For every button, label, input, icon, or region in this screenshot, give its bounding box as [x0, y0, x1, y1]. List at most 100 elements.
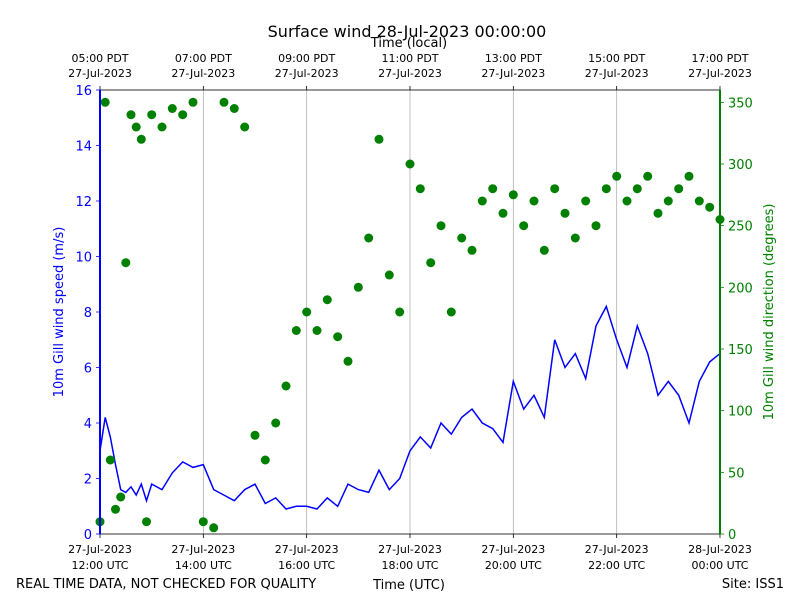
wind-direction-point	[229, 104, 239, 113]
wind-direction-point	[240, 122, 250, 132]
wind-direction-point	[477, 196, 487, 206]
wind-direction-point	[302, 307, 312, 317]
wind-direction-point	[405, 159, 415, 169]
wind-direction-point	[147, 110, 157, 120]
wind-direction-point	[674, 184, 684, 194]
wind-direction-point	[395, 307, 405, 317]
wind-direction-point	[622, 196, 632, 206]
wind-direction-series	[95, 97, 725, 533]
wind-direction-point	[322, 295, 332, 305]
bottom-tick-date: 27-Jul-2023	[171, 543, 235, 556]
wind-direction-point	[570, 233, 580, 243]
top-tick-date: 27-Jul-2023	[481, 67, 545, 80]
wind-direction-point	[446, 307, 456, 317]
top-tick-date: 27-Jul-2023	[275, 67, 339, 80]
wind-direction-point	[519, 221, 529, 231]
wind-direction-point	[643, 171, 653, 181]
left-tick-label: 6	[84, 362, 92, 377]
wind-direction-point	[632, 184, 642, 194]
wind-direction-point	[291, 326, 301, 335]
wind-direction-point	[167, 104, 177, 113]
wind-direction-point	[198, 517, 208, 527]
right-tick-label: 0	[728, 528, 736, 543]
left-tick-label: 10	[75, 251, 92, 266]
wind-direction-point	[488, 184, 498, 194]
wind-direction-point	[111, 504, 120, 514]
top-tick-date: 27-Jul-2023	[585, 67, 649, 80]
wind-direction-point	[353, 282, 363, 292]
top-tick-date: 27-Jul-2023	[68, 67, 132, 80]
wind-direction-point	[250, 430, 260, 440]
bottom-tick-date: 27-Jul-2023	[68, 543, 132, 556]
wind-direction-point	[560, 208, 570, 218]
right-axis-label: 10m Gill wind direction (degrees)	[762, 204, 777, 421]
left-tick-label: 12	[75, 195, 92, 210]
wind-speed-line	[99, 304, 721, 510]
bottom-tick-date: 27-Jul-2023	[585, 543, 649, 556]
wind-direction-point	[142, 517, 151, 527]
wind-direction-point	[100, 97, 110, 107]
wind-direction-point	[694, 196, 704, 206]
wind-direction-point	[105, 455, 115, 465]
bottom-tick-date: 27-Jul-2023	[481, 543, 545, 556]
wind-direction-point	[612, 171, 622, 181]
wind-direction-point	[157, 122, 167, 132]
right-tick-label: 300	[728, 158, 753, 173]
bottom-tick-time: 22:00 UTC	[588, 559, 645, 572]
wind-direction-point	[374, 134, 384, 144]
top-tick-date: 27-Jul-2023	[688, 67, 752, 80]
wind-direction-point	[529, 196, 539, 206]
wind-direction-point	[121, 258, 131, 268]
top-tick-time: 15:00 PDT	[588, 52, 645, 65]
wind-direction-point	[384, 270, 394, 280]
top-tick-time: 07:00 PDT	[175, 52, 232, 65]
bottom-x-axis: 27-Jul-2023 12:00 UTC 27-Jul-2023 14:00 UTC…	[68, 534, 752, 572]
wind-direction-point	[343, 356, 353, 366]
wind-direction-point	[426, 258, 436, 268]
top-tick-time: 11:00 PDT	[381, 52, 438, 65]
wind-direction-point	[581, 196, 591, 206]
right-tick-label: 50	[728, 466, 745, 481]
left-tick-label: 4	[84, 417, 92, 432]
right-tick-label: 100	[728, 405, 753, 420]
wind-direction-point	[281, 381, 291, 391]
wind-direction-point	[508, 190, 518, 200]
chart-title: Surface wind 28-Jul-2023 00:00:00	[268, 22, 547, 41]
wind-direction-point	[333, 332, 343, 342]
wind-direction-point	[550, 184, 560, 194]
wind-direction-point	[601, 184, 611, 194]
left-tick-label: 16	[75, 84, 92, 99]
right-y-axis: 0 50 100 150 200 250 300 350	[720, 96, 753, 543]
wind-direction-point	[705, 202, 715, 212]
wind-direction-point	[178, 110, 188, 120]
bottom-tick-date: 28-Jul-2023	[688, 543, 752, 556]
left-tick-label: 0	[84, 528, 92, 543]
bottom-tick-time: 18:00 UTC	[381, 559, 438, 572]
top-axis-label: Time (local)	[370, 36, 447, 51]
wind-direction-point	[653, 208, 663, 218]
wind-direction-point	[591, 221, 601, 231]
left-tick-label: 8	[84, 306, 92, 321]
top-tick-time: 13:00 PDT	[485, 52, 542, 65]
right-tick-label: 250	[728, 220, 753, 235]
bottom-tick-date: 27-Jul-2023	[378, 543, 442, 556]
top-tick-time: 09:00 PDT	[278, 52, 335, 65]
wind-direction-point	[312, 326, 322, 335]
wind-direction-point	[415, 184, 425, 194]
left-tick-label: 14	[75, 140, 92, 155]
wind-direction-point	[131, 122, 141, 132]
quality-disclaimer: REAL TIME DATA, NOT CHECKED FOR QUALITY	[16, 577, 316, 592]
wind-direction-point	[436, 221, 446, 231]
left-axis-label: 10m Gill wind speed (m/s)	[52, 227, 67, 398]
wind-direction-point	[116, 492, 126, 502]
wind-direction-point	[136, 134, 146, 144]
right-tick-label: 200	[728, 281, 753, 296]
top-tick-time: 17:00 PDT	[691, 52, 748, 65]
bottom-tick-time: 16:00 UTC	[278, 559, 335, 572]
top-tick-date: 27-Jul-2023	[171, 67, 235, 80]
wind-speed-series	[99, 304, 721, 510]
top-x-axis: 05:00 PDT 27-Jul-2023 07:00 PDT 27-Jul-2023…	[68, 52, 752, 90]
right-tick-label: 150	[728, 343, 753, 358]
bottom-tick-time: 12:00 UTC	[71, 559, 128, 572]
